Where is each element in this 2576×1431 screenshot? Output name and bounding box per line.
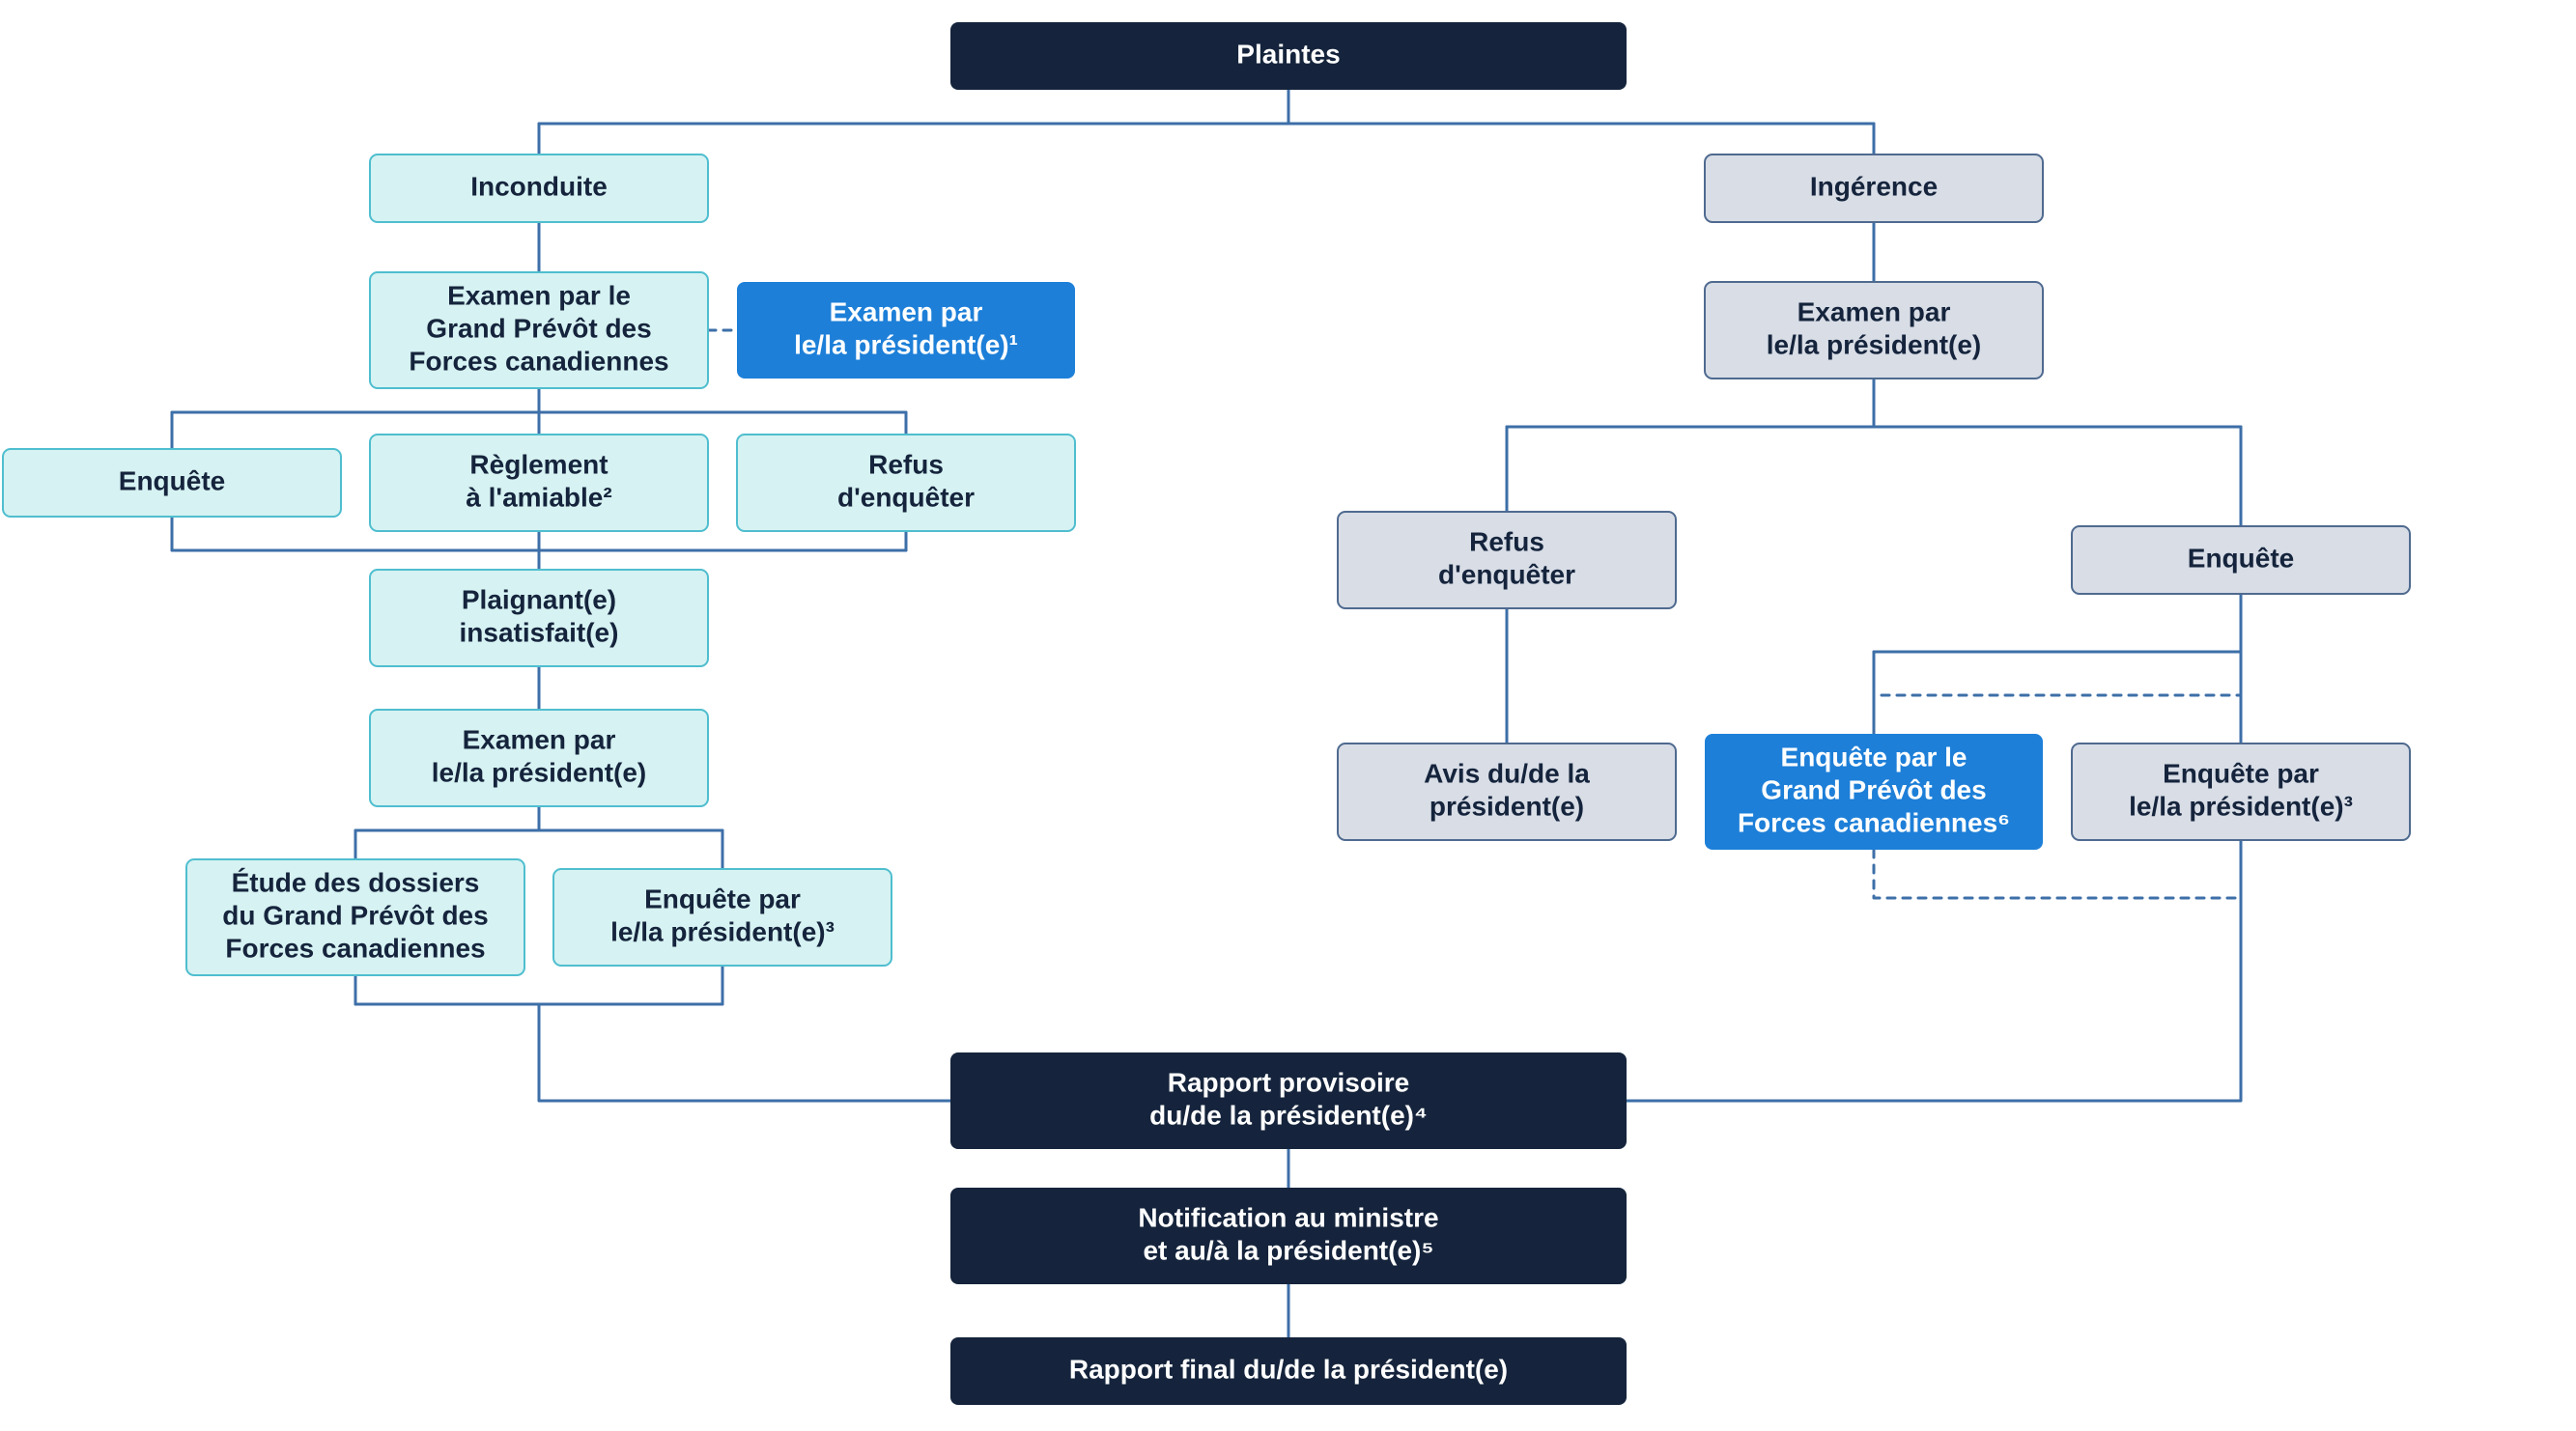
node-enquete_l: Enquête: [3, 449, 341, 517]
node-enquete_r: Enquête: [2072, 526, 2410, 594]
node-label: Enquête: [2188, 543, 2294, 573]
node-label: président(e): [1430, 791, 1584, 821]
node-rapport_prov: Rapport provisoiredu/de la président(e)⁴: [950, 1052, 1627, 1149]
node-plaignant: Plaignant(e)insatisfait(e): [370, 570, 708, 666]
node-ingerence: Ingérence: [1705, 154, 2043, 222]
node-refus_l: Refusd'enquêter: [737, 435, 1075, 531]
flowchart: Plaintes Inconduite Ingérence Examen par le…: [0, 0, 2576, 1431]
node-enquete_pres_l: Enquête par le/la président(e)³: [553, 869, 892, 966]
node-label: Enquête par: [2163, 758, 2319, 788]
node-enquete_gp_r: Enquête par leGrand Prévôt desForces can…: [1705, 734, 2043, 850]
node-examen_pres_l: Examen parle/la président(e): [370, 710, 708, 806]
node-label: Examen par: [463, 724, 616, 754]
node-label: Règlement: [469, 449, 608, 479]
node-examen_pres_r: Examen parle/la président(e): [1705, 282, 2043, 379]
node-notification: Notification au ministreet au/à la prési…: [950, 1188, 1627, 1284]
node-label: insatisfait(e): [460, 617, 619, 647]
node-label: Enquête par le: [1781, 742, 1967, 772]
node-label: Avis du/de la: [1424, 758, 1590, 788]
node-label: Forces canadiennes: [225, 933, 485, 963]
node-label: Notification au ministre: [1138, 1202, 1438, 1232]
node-rapport_final: Rapport final du/de la président(e): [950, 1337, 1627, 1405]
node-reglement: Règlementà l'amiable²: [370, 435, 708, 531]
node-label: Plaintes: [1236, 39, 1340, 69]
node-label: Inconduite: [470, 171, 608, 201]
node-plaintes: Plaintes: [950, 22, 1627, 90]
node-label: Grand Prévôt des: [1761, 774, 1986, 804]
node-label: le/la président(e)¹: [794, 329, 1018, 359]
node-examen_pres_blue: Examen parle/la président(e)¹: [737, 282, 1075, 379]
node-label: le/la président(e)³: [2129, 791, 2353, 821]
node-label: Forces canadiennes: [409, 346, 668, 376]
node-etude: Étude des dossiersdu Grand Prévôt desFor…: [186, 859, 524, 975]
node-label: d'enquêter: [1438, 559, 1575, 589]
node-label: Ingérence: [1810, 171, 1938, 201]
node-label: Plaignant(e): [462, 584, 616, 614]
node-label: d'enquêter: [837, 482, 975, 512]
node-label: Forces canadiennes⁶: [1738, 807, 2010, 837]
node-label: Enquête: [119, 465, 225, 495]
node-label: Examen par: [830, 296, 983, 326]
node-label: Refus: [868, 449, 944, 479]
node-label: Étude des dossiers: [232, 867, 480, 897]
node-enquete_pres_r: Enquête parle/la président(e)³: [2072, 744, 2410, 840]
node-label: le/la président(e): [1767, 329, 1982, 359]
node-refus_r: Refusd'enquêter: [1338, 512, 1676, 608]
node-label: le/la président(e)³: [610, 916, 835, 946]
node-label: et au/à la président(e)⁵: [1143, 1235, 1433, 1265]
node-examen_gp: Examen par leGrand Prévôt desForces cana…: [370, 272, 708, 388]
node-label: Refus: [1469, 526, 1544, 556]
node-label: Rapport final du/de la président(e): [1069, 1354, 1508, 1384]
node-label: du Grand Prévôt des: [222, 900, 488, 930]
node-label: Rapport provisoire: [1168, 1067, 1409, 1097]
node-label: à l'amiable²: [466, 482, 611, 512]
node-label: Examen par le: [447, 280, 631, 310]
node-label: le/la président(e): [432, 757, 647, 787]
node-inconduite: Inconduite: [370, 154, 708, 222]
node-label: du/de la président(e)⁴: [1149, 1100, 1428, 1130]
node-label: Enquête par: [644, 884, 801, 913]
node-label: Examen par: [1798, 296, 1951, 326]
node-label: Grand Prévôt des: [426, 313, 651, 343]
node-avis: Avis du/de laprésident(e): [1338, 744, 1676, 840]
